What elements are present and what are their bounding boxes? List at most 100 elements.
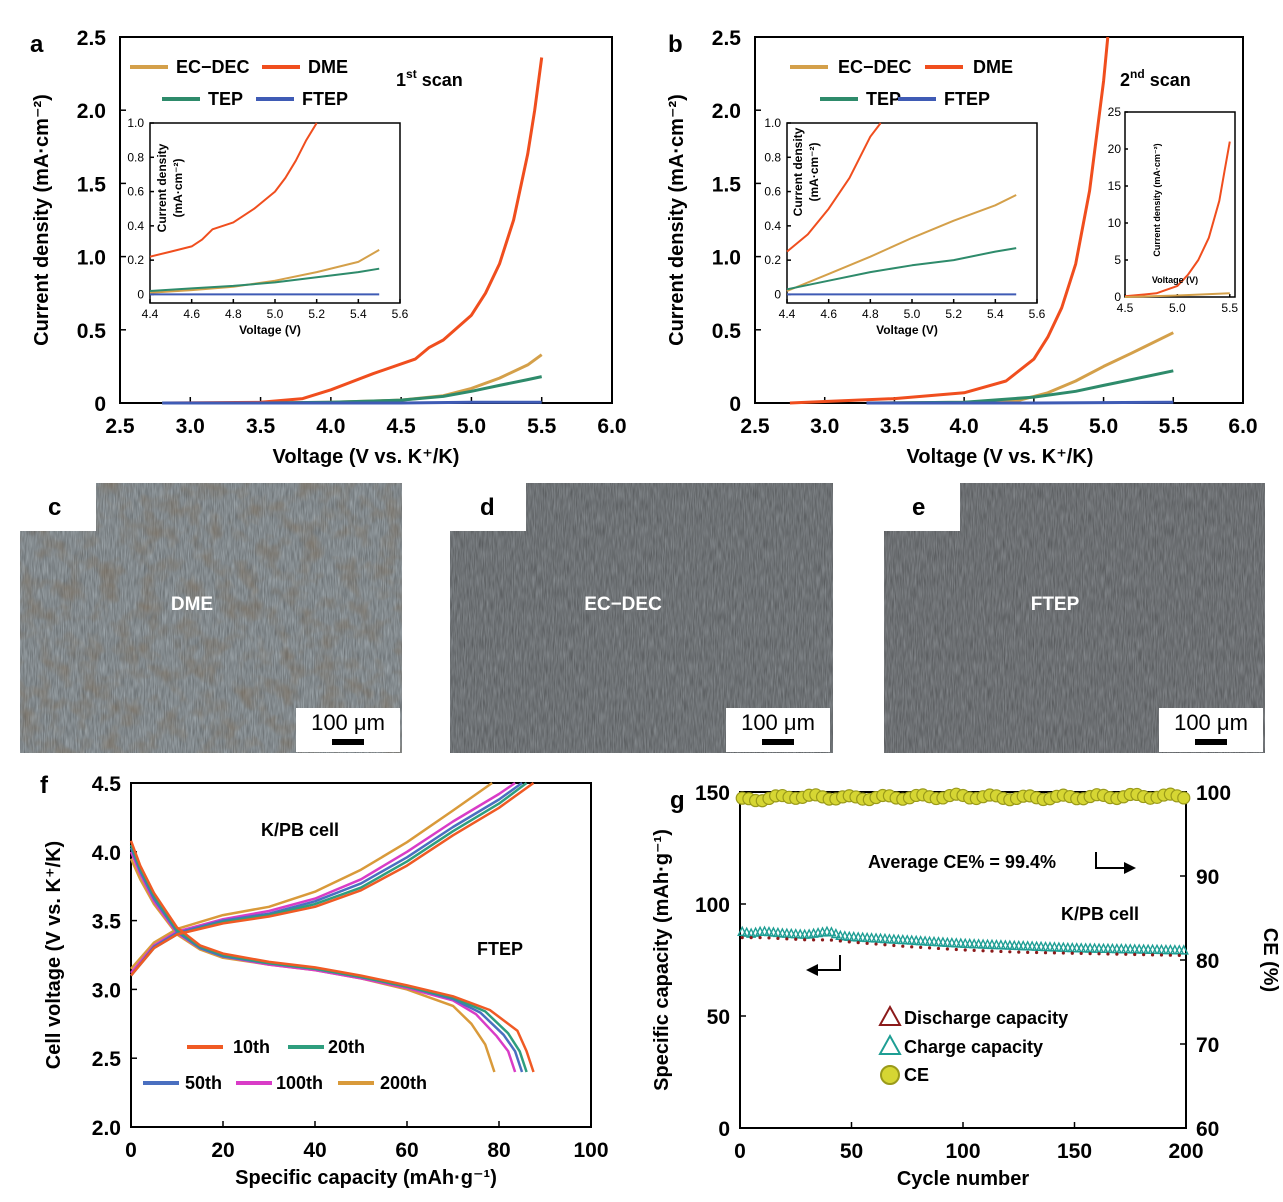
panel-c-letter-box [20, 483, 96, 531]
panel-b-inset2-x-tick-label: 4.5 [1117, 301, 1134, 315]
legend-label-discharge: Discharge capacity [904, 1008, 1068, 1028]
panel-b-inset-line-dme [786, 122, 882, 253]
panel-a-y-tick-label: 2.5 [77, 27, 107, 50]
discharge-capacity-marker [945, 947, 949, 951]
panel-f-cell-title: K/PB cell [261, 820, 339, 840]
panel-b-inset-y-title-1: Current density [791, 127, 805, 216]
panel-a-y-tick-label: 1.5 [77, 173, 107, 196]
discharge-capacity-marker [794, 937, 798, 941]
legend-label-200th: 200th [380, 1073, 427, 1093]
panel-a-inset-x-tick-label: 4.6 [183, 307, 200, 321]
panel-g-x-tick-label: 200 [1168, 1140, 1203, 1163]
discharge-capacity-marker [1088, 951, 1092, 956]
panel-a-y-tick-label: 2.0 [77, 100, 106, 123]
discharge-capacity-marker [1034, 950, 1039, 955]
panel-a-inset-y-tick-label: 0 [137, 287, 144, 301]
panel-g-legend: Discharge capacity Charge capacity CE [878, 1004, 1068, 1085]
panel-b-y-tick-label: 1.0 [712, 247, 741, 270]
panel-d-scalebar [762, 739, 794, 745]
panel-a-inset-frame [149, 122, 401, 304]
panel-letter-b: b [668, 31, 683, 58]
panel-a-inset-y-tick-label: 0.4 [127, 219, 144, 233]
panel-a-scan-label: 1st scan [396, 67, 463, 90]
panel-b-inset: 4.4 4.6 4.8 5.0 5.2 5.4 5.6 0 0.2 0.4 0.6 0.8 1.0 Vo… [764, 116, 1045, 337]
discharge-capacity-marker [1026, 950, 1030, 954]
panel-f-y-tick-label: 4.0 [92, 842, 121, 865]
discharge-capacity-marker [1124, 952, 1128, 956]
panel-g-y2-tick-label: 100 [1196, 782, 1231, 805]
panel-a-x-axis-title: Voltage (V vs. K⁺/K) [273, 446, 460, 468]
panel-b-inset2-y-title: Current density (mA·cm⁻²) [1152, 143, 1162, 256]
panel-a-y-tick-label: 0 [94, 393, 106, 416]
panel-a-x-tick-label: 3.0 [176, 415, 205, 438]
panel-f-y-tick-label: 3.0 [92, 979, 121, 1002]
panel-b-x-tick-label: 5.0 [1089, 415, 1118, 438]
discharge-capacity-marker [963, 948, 967, 952]
discharge-capacity-marker [927, 946, 932, 950]
panel-a-inset-x-tick-label: 5.0 [267, 307, 284, 321]
panel-a-inset: 4.4 4.6 4.8 5.0 5.2 5.4 5.6 0 0.2 0.4 0.6 0.8 1.0 Vo… [127, 116, 408, 337]
panel-a-x-tick-label: 5.5 [527, 415, 557, 438]
panel-a-inset-line-tep [149, 267, 380, 292]
panel-e-scalebar-label: 100 μm [1174, 710, 1248, 735]
panel-e-letter-box [884, 483, 960, 531]
panel-b-y-axis-title: Current density (mA·cm⁻²) [666, 94, 688, 346]
panel-e-micrograph: e FTEP 100 μm [884, 483, 1265, 753]
discharge-capacity-marker [901, 944, 905, 948]
panel-b-x-tick-label: 4.0 [950, 415, 979, 438]
panel-g-cycling: 0 50 100 150 200 0 50 100 150 60 70 80 90 100 Cycle n… [651, 782, 1281, 1190]
panel-g-y-tick-label: 50 [707, 1006, 730, 1029]
panel-a-x-tick-label: 3.5 [246, 415, 276, 438]
legend-label-100th: 100th [276, 1073, 323, 1093]
panel-f-discharge-20th [129, 844, 528, 1073]
panel-g-arrowhead-right [1124, 862, 1136, 874]
discharge-capacity-marker [740, 936, 744, 940]
panel-b-inset2-x-tick-label: 5.5 [1221, 301, 1238, 315]
panel-a-line-dme [162, 57, 544, 405]
legend-label-ftep: FTEP [302, 89, 348, 109]
charge-capacity-marker [826, 926, 837, 937]
discharge-capacity-marker [749, 936, 753, 940]
panel-a-x-tick-label: 6.0 [597, 415, 626, 438]
panel-d-label: EC−DEC [584, 594, 662, 615]
panel-b-x-tick-label: 2.5 [740, 415, 770, 438]
panel-b-inset2-line-ec-dec [1124, 292, 1230, 298]
panel-a-y-axis-title: Current density (mA·cm⁻²) [31, 94, 53, 346]
panel-b-inset2-y-tick-label: 10 [1108, 216, 1122, 230]
panel-f-legend: 10th 20th 50th 100th 200th [143, 1037, 427, 1093]
panel-g-y2-tick-label: 70 [1196, 1034, 1219, 1057]
panel-a-inset-y-tick-label: 0.6 [127, 185, 144, 199]
panel-b-line-ec-dec [866, 331, 1174, 405]
panel-b-inset-2: 4.5 5.0 5.5 0 5 10 15 20 25 Voltage (V) Current … [1108, 105, 1239, 315]
panel-f-electrolyte-label: FTEP [477, 939, 523, 959]
discharge-capacity-marker [1168, 953, 1172, 957]
legend-label-ecdec: EC−DEC [176, 57, 250, 77]
discharge-capacity-marker [999, 949, 1003, 954]
panel-a-lsv-first-scan: 2.5 3.0 3.5 4.0 4.5 5.0 5.5 6.0 0 0.5 1.0 1.5 2.0 2.5… [31, 27, 627, 468]
panel-letter-e: e [912, 494, 925, 521]
panel-b-inset-x-tick-label: 4.4 [779, 307, 796, 321]
panel-b-inset-line-ec-dec [786, 194, 1017, 292]
panel-c-label: DME [171, 594, 213, 615]
discharge-capacity-marker [936, 946, 941, 951]
panel-f-x-tick-label: 100 [573, 1139, 608, 1162]
panel-b-inset-x-tick-label: 5.4 [987, 307, 1004, 321]
panel-letter-d: d [480, 494, 495, 521]
discharge-capacity-marker [919, 945, 923, 949]
discharge-capacity-marker [1159, 953, 1164, 957]
panel-g-y-tick-label: 150 [695, 782, 730, 805]
discharge-capacity-marker [892, 943, 896, 948]
discharge-capacity-marker [883, 943, 887, 947]
charge-capacity-marker [737, 925, 748, 937]
panel-b-inset2-y-tick-label: 20 [1108, 142, 1122, 156]
panel-a-inset-line-ec-dec [149, 249, 380, 294]
panel-a-x-tick-label: 5.0 [457, 415, 486, 438]
panel-b-inset-y-tick-label: 0.4 [764, 219, 781, 233]
panel-f-x-tick-label: 0 [125, 1139, 137, 1162]
panel-letter-f: f [40, 772, 49, 799]
charge-capacity-marker [741, 926, 752, 937]
panel-g-y-axis-title: Specific capacity (mAh·g⁻¹) [651, 829, 673, 1091]
panel-g-frame [739, 791, 1187, 1129]
discharge-capacity-marker [767, 936, 771, 940]
